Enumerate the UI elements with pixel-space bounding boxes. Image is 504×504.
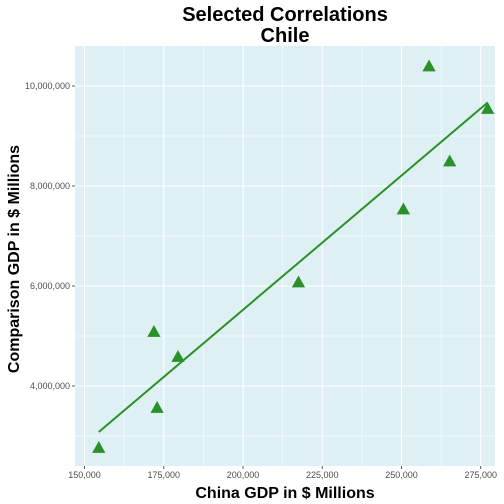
- y-tick-label: 6,000,000: [30, 281, 70, 291]
- y-tick-label: 10,000,000: [25, 81, 70, 91]
- y-axis-title: Comparison GDP in $ Millions: [6, 145, 23, 373]
- data-point: [147, 325, 161, 337]
- x-axis-ticks: 150,000 175,000 200,000 225,000 250,000 275,0…: [68, 466, 497, 480]
- y-tick-label: 4,000,000: [30, 381, 70, 391]
- fit-line-group: [98, 101, 489, 433]
- chart-title: Selected Correlations: [182, 4, 388, 26]
- chart-subtitle: Chile: [261, 25, 310, 47]
- y-axis-ticks: 4,000,000 6,000,000 8,000,000 10,000,000: [25, 81, 75, 391]
- x-tick-label: 150,000: [68, 470, 101, 480]
- regression-line: [98, 101, 489, 433]
- grid-lines: [75, 46, 495, 466]
- x-tick-label: 275,000: [464, 470, 497, 480]
- data-point: [291, 275, 306, 288]
- data-point: [396, 202, 411, 215]
- x-tick-label: 175,000: [147, 470, 180, 480]
- data-point: [422, 59, 436, 72]
- data-point: [481, 102, 495, 114]
- x-tick-label: 200,000: [227, 470, 260, 480]
- x-tick-label: 225,000: [306, 470, 339, 480]
- data-point: [171, 350, 185, 362]
- plot-panel: [75, 46, 495, 466]
- data-point: [92, 441, 106, 453]
- data-points: [92, 59, 495, 453]
- x-tick-label: 250,000: [385, 470, 418, 480]
- data-point: [443, 154, 457, 167]
- y-tick-label: 8,000,000: [30, 181, 70, 191]
- x-axis-title: China GDP in $ Millions: [195, 485, 374, 502]
- data-point: [150, 401, 164, 413]
